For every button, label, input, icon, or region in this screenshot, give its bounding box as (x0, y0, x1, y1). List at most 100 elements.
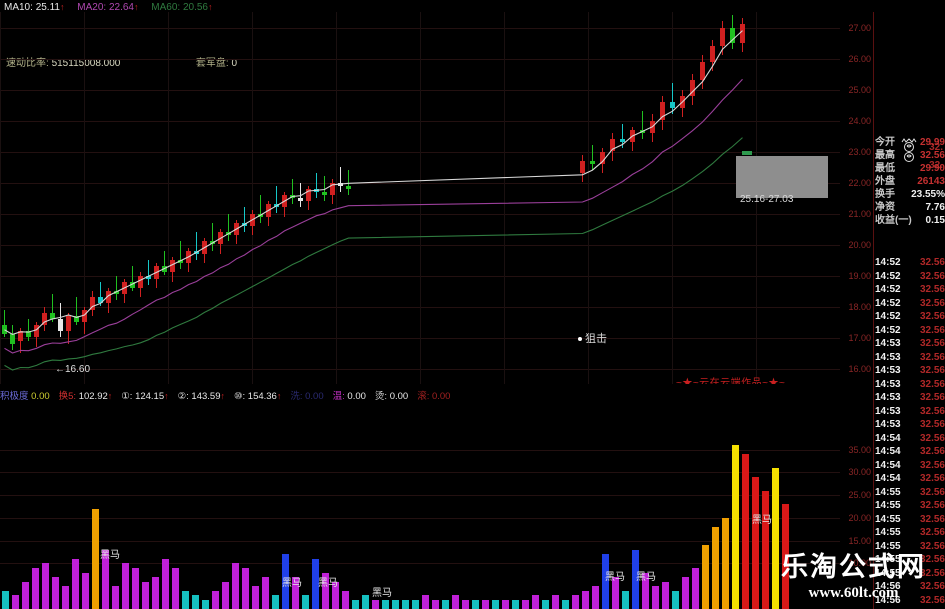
indicator-name: 洗: (290, 391, 306, 402)
indicator-item: ⑩: 154.36↑ (234, 391, 281, 402)
candle-body (274, 204, 279, 208)
volume-bar (172, 568, 179, 609)
tick-row[interactable]: 14:53 32.56 (875, 378, 945, 392)
candle-body (740, 24, 745, 43)
volume-bar (712, 527, 719, 609)
candle-body (250, 213, 255, 226)
volume-bar (122, 563, 129, 609)
tick-row[interactable]: 14:55 32.56 (875, 553, 945, 567)
tick-row[interactable]: 14:54 32.56 (875, 459, 945, 473)
volume-bar (672, 590, 679, 609)
ma60-value: 20.56 (182, 2, 208, 13)
candle-body (306, 188, 311, 202)
selection-highlight-box[interactable] (736, 156, 828, 198)
tick-row[interactable]: 14:52 32.56 (875, 270, 945, 284)
gridline-vertical (252, 12, 253, 384)
tick-row[interactable]: 14:53 32.56 (875, 364, 945, 378)
tick-time: 14:55 (875, 513, 901, 525)
candle-wick (148, 260, 149, 285)
candle-body (234, 222, 239, 236)
gridline (0, 495, 840, 497)
candle-body (322, 191, 327, 195)
candle-body (106, 291, 111, 304)
horse-signal-label: 黑马 (282, 578, 302, 589)
candle-body (98, 297, 103, 304)
tick-row[interactable]: 14:55 32.56 (875, 526, 945, 540)
tick-row[interactable]: 14:56 32.56 (875, 580, 945, 594)
volume-bar (682, 577, 689, 609)
tick-time: 14:54 (875, 459, 901, 471)
candle-body (146, 275, 151, 279)
candle-body (226, 232, 231, 236)
time-and-sales-list[interactable]: 14:52 32.56 14:52 32.56 14:52 32.56 14:52 32.56… (875, 256, 945, 607)
volume-bar (32, 568, 39, 609)
quote-info-row: 今开 29.99 (875, 136, 945, 149)
candle-body (10, 334, 15, 344)
price-axis-tick: 27.00 (848, 22, 871, 33)
tick-price: 32.56 (919, 324, 945, 336)
tick-row[interactable]: 14:56 32.56 (875, 594, 945, 608)
tick-row[interactable]: 14:55 32.56 (875, 499, 945, 513)
candle-body (194, 250, 199, 254)
tick-row[interactable]: 14:53 32.56 (875, 337, 945, 351)
tick-price: 32.56 (919, 473, 945, 484)
indicator-name: 滚: (417, 391, 432, 402)
candle-body (66, 315, 71, 332)
volume-chart-pane[interactable]: 黑马 黑马 黑马 黑马 黑马 黑马 黑马 (0, 406, 840, 609)
tick-price: 32.56 (919, 405, 945, 417)
volume-bar (142, 581, 149, 609)
candle-body (690, 80, 695, 96)
volume-axis-tick: 25.00 (848, 490, 871, 501)
tick-row[interactable]: 14:53 32.56 (875, 418, 945, 432)
indicator-value: 124.15 (135, 391, 165, 402)
ma20-label: MA20: (77, 2, 107, 13)
candle-body (680, 95, 685, 109)
tick-row[interactable]: 14:53 32.56 (875, 405, 945, 419)
volume-bar (342, 590, 349, 609)
tick-row[interactable]: 14:52 32.56 (875, 297, 945, 311)
volume-axis-tick: 20.00 (848, 512, 871, 523)
tick-row[interactable]: 14:53 32.56 (875, 351, 945, 365)
candle-body (122, 281, 127, 295)
tick-row[interactable]: 14:52 32.56 (875, 324, 945, 338)
candle-body (314, 188, 319, 192)
candle-body (590, 160, 595, 164)
indicator-item: 温: 0.00 (333, 391, 366, 402)
candle-body (282, 194, 287, 208)
tick-row[interactable]: 14:54 32.56 (875, 445, 945, 459)
tick-row[interactable]: 14:52 32.56 (875, 310, 945, 324)
indicator-arrow-icon: ↑ (107, 391, 113, 401)
volume-bar (322, 572, 329, 609)
tick-time: 14:53 (875, 392, 901, 403)
volume-bar (642, 572, 649, 609)
volume-bar (432, 599, 439, 609)
tick-row[interactable]: 14:55 32.56 (875, 567, 945, 581)
candle-body (130, 281, 135, 288)
quote-info-key: 收益(一) (875, 215, 912, 226)
snipe-label: 狙击 (585, 333, 607, 345)
candle-body (720, 27, 725, 47)
tick-row[interactable]: 14:54 32.56 (875, 432, 945, 446)
tick-row[interactable]: 14:55 32.56 (875, 540, 945, 554)
candle-body (50, 312, 55, 319)
ma60-label: MA60: (151, 2, 181, 13)
volume-bar (422, 595, 429, 609)
tick-row[interactable]: 14:52 32.56 (875, 283, 945, 297)
volume-bar (542, 599, 549, 609)
tick-row[interactable]: 14:54 32.56 (875, 472, 945, 486)
price-axis-tick: 19.00 (848, 270, 871, 281)
volume-axis-tick: 10.00 (848, 558, 871, 569)
ma60-arrow-icon: ↑ (207, 2, 213, 12)
tick-row[interactable]: 14:52 32.56 (875, 256, 945, 270)
horse-signal-label: 黑马 (752, 515, 772, 526)
price-chart-pane[interactable]: 25.16-27.03 ←16.60 狙击 ~★~云在云端作品~★~ (0, 12, 840, 384)
ma20-value: 22.64 (108, 2, 134, 13)
gridline (0, 449, 840, 451)
volume-bar (582, 590, 589, 609)
tick-row[interactable]: 14:53 32.56 (875, 391, 945, 405)
volume-bar (532, 595, 539, 609)
tick-row[interactable]: 14:55 32.56 (875, 486, 945, 500)
candle-wick (300, 182, 301, 208)
tick-row[interactable]: 14:55 32.56 (875, 513, 945, 527)
price-axis-labels: 27.00 26.00 25.00 24.00 23.00 22.00 21.00 20.00… (843, 12, 873, 609)
